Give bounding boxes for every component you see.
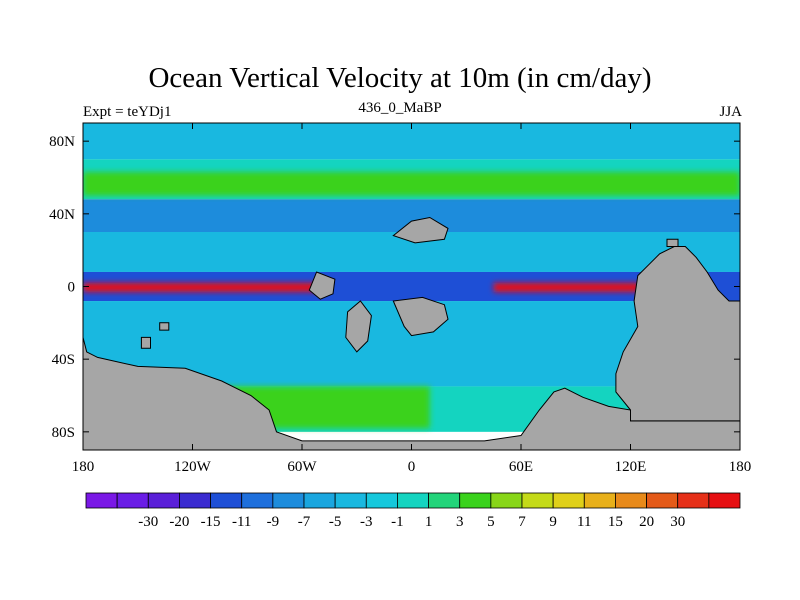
colorbar-label: -15 <box>201 514 221 530</box>
x-axis: 180 120W 60W 0 60E 120E 180 <box>72 123 752 475</box>
northern-green-band <box>83 172 740 196</box>
colorbar-label: 1 <box>425 514 433 530</box>
x-tick-label: 180 <box>729 459 752 475</box>
colorbar-swatch <box>272 492 305 509</box>
colorbar-swatch <box>334 492 367 509</box>
x-tick-label: 120E <box>615 459 647 475</box>
colorbar-label: -1 <box>391 514 404 530</box>
colorbar-swatch <box>179 492 211 509</box>
colorbar-swatch <box>303 492 336 509</box>
central-island-b <box>392 296 449 337</box>
small-island-sw <box>140 336 151 349</box>
colorbar-label: 30 <box>670 514 685 530</box>
colorbar-label: -20 <box>169 514 189 530</box>
colorbar-label: 15 <box>608 514 623 530</box>
colorbar-swatch <box>85 492 118 509</box>
colorbar-swatch <box>397 492 429 509</box>
y-tick-label: 40S <box>52 352 75 368</box>
colorbar-label: 9 <box>549 514 557 530</box>
season-label: JJA <box>719 104 742 120</box>
colorbar-swatch <box>459 492 492 509</box>
colorbar-label: 5 <box>487 514 495 530</box>
colorbar-swatch <box>615 492 647 509</box>
colorbar-swatch <box>677 492 710 509</box>
chart-title: Ocean Vertical Velocity at 10m (in cm/da… <box>148 62 652 94</box>
colorbar-label: 20 <box>639 514 654 530</box>
equatorial-pacific-upwelling <box>83 282 321 292</box>
y-tick-label: 40N <box>49 207 75 223</box>
colorbar-label: 11 <box>577 514 591 530</box>
colorbar-label: -30 <box>138 514 158 530</box>
y-tick-label: 80S <box>52 425 75 441</box>
colorbar-label: -11 <box>232 514 251 530</box>
y-tick-label: 80N <box>49 134 75 150</box>
colorbar-swatch <box>552 492 585 509</box>
colorbar-swatch <box>583 492 616 509</box>
colorbar-label: -9 <box>267 514 280 530</box>
colorbar-label: 3 <box>456 514 464 530</box>
colorbar-swatch <box>521 492 554 509</box>
colorbar-label: -5 <box>329 514 342 530</box>
colorbar-swatch <box>241 492 274 509</box>
colorbar-swatch <box>116 492 149 509</box>
time-label: 436_0_MaBP <box>358 100 442 116</box>
equatorial-blob <box>308 271 336 300</box>
land-layer <box>83 216 740 450</box>
colorbar-swatch <box>646 492 679 509</box>
colorbar-label: -7 <box>298 514 311 530</box>
colorbar-label: 7 <box>518 514 526 530</box>
x-tick-label: 0 <box>408 459 416 475</box>
colorbar: -30 -20 -15 -11 -9 -7 -5 -3 -1 1 3 5 7 9 11 15 20 30 <box>85 492 741 530</box>
northern-island <box>392 216 449 244</box>
colorbar-swatch <box>365 492 398 509</box>
equatorial-indo-upwelling <box>493 282 640 292</box>
colorbar-swatch <box>490 492 523 509</box>
field-band-0 <box>83 123 740 160</box>
colorbar-swatch <box>147 492 180 509</box>
x-tick-label: 120W <box>174 459 212 475</box>
small-island-sw2 <box>159 322 170 331</box>
x-tick-label: 60E <box>509 459 533 475</box>
y-axis: 80N 40N 0 40S 80S <box>49 134 740 441</box>
x-tick-label: 180 <box>72 459 95 475</box>
colorbar-swatch <box>210 492 243 509</box>
experiment-label: Expt = teYDj1 <box>83 104 172 120</box>
plot-area <box>83 123 740 450</box>
y-tick-label: 0 <box>68 280 76 296</box>
colorbar-swatch <box>428 492 461 509</box>
small-island-nw <box>666 238 679 247</box>
central-island-a <box>345 300 372 353</box>
x-tick-label: 60W <box>287 459 317 475</box>
colorbar-swatch <box>708 492 741 509</box>
colorbar-label: -3 <box>360 514 373 530</box>
